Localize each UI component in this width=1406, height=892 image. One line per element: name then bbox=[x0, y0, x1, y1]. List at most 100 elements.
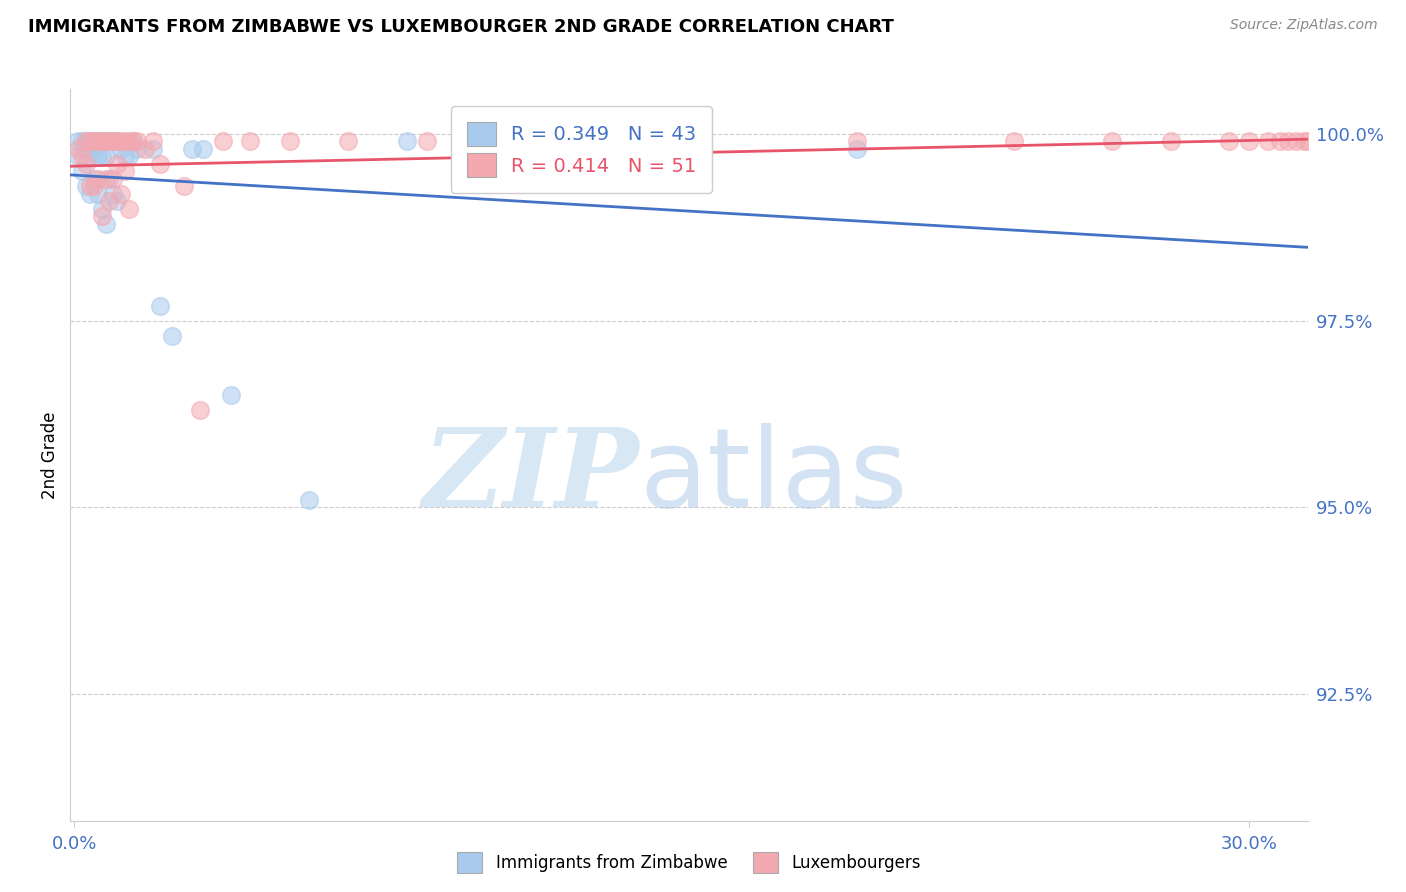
Text: IMMIGRANTS FROM ZIMBABWE VS LUXEMBOURGER 2ND GRADE CORRELATION CHART: IMMIGRANTS FROM ZIMBABWE VS LUXEMBOURGER… bbox=[28, 18, 894, 36]
Point bbox=[134, 142, 156, 156]
Point bbox=[118, 149, 141, 163]
Point bbox=[114, 149, 136, 163]
Point bbox=[1285, 135, 1308, 149]
Point bbox=[1277, 135, 1299, 149]
Point bbox=[110, 186, 132, 201]
Point bbox=[1257, 135, 1279, 149]
Point bbox=[79, 186, 101, 201]
Point bbox=[651, 135, 673, 149]
Point bbox=[125, 135, 148, 149]
Point bbox=[105, 135, 128, 149]
Point bbox=[86, 149, 108, 163]
Point bbox=[415, 135, 437, 149]
Point bbox=[70, 135, 93, 149]
Point bbox=[239, 135, 262, 149]
Point bbox=[103, 135, 125, 149]
Point bbox=[86, 135, 108, 149]
Point bbox=[79, 149, 101, 163]
Point bbox=[110, 135, 132, 149]
Point bbox=[122, 135, 145, 149]
Point bbox=[846, 135, 869, 149]
Point bbox=[83, 142, 105, 156]
Point bbox=[83, 171, 105, 186]
Y-axis label: 2nd Grade: 2nd Grade bbox=[41, 411, 59, 499]
Point bbox=[83, 135, 105, 149]
Point bbox=[114, 164, 136, 178]
Point bbox=[122, 135, 145, 149]
Point bbox=[572, 135, 595, 149]
Text: atlas: atlas bbox=[640, 424, 908, 531]
Point bbox=[298, 492, 321, 507]
Point bbox=[114, 135, 136, 149]
Point bbox=[846, 142, 869, 156]
Point bbox=[193, 142, 215, 156]
Point bbox=[70, 164, 93, 178]
Point bbox=[83, 179, 105, 194]
Point bbox=[212, 135, 235, 149]
Point bbox=[98, 135, 121, 149]
Point bbox=[75, 179, 97, 194]
Point bbox=[67, 135, 90, 149]
Point bbox=[98, 135, 121, 149]
Point bbox=[1101, 135, 1123, 149]
Point bbox=[141, 135, 163, 149]
Point bbox=[75, 135, 97, 149]
Point bbox=[98, 194, 121, 209]
Point bbox=[110, 142, 132, 156]
Point bbox=[219, 388, 242, 402]
Legend: Immigrants from Zimbabwe, Luxembourgers: Immigrants from Zimbabwe, Luxembourgers bbox=[451, 846, 927, 880]
Point bbox=[90, 135, 112, 149]
Point bbox=[90, 149, 112, 163]
Point bbox=[337, 135, 360, 149]
Point bbox=[90, 202, 112, 216]
Point bbox=[149, 157, 172, 171]
Point bbox=[103, 171, 125, 186]
Point bbox=[90, 209, 112, 223]
Point bbox=[173, 179, 195, 194]
Point bbox=[105, 194, 128, 209]
Point bbox=[98, 171, 121, 186]
Point bbox=[149, 299, 172, 313]
Point bbox=[105, 157, 128, 171]
Point bbox=[1218, 135, 1240, 149]
Point bbox=[94, 149, 117, 163]
Point bbox=[278, 135, 301, 149]
Point bbox=[86, 186, 108, 201]
Point bbox=[103, 135, 125, 149]
Point bbox=[90, 135, 112, 149]
Point bbox=[86, 135, 108, 149]
Point bbox=[125, 142, 148, 156]
Point bbox=[83, 135, 105, 149]
Point bbox=[1292, 135, 1315, 149]
Point bbox=[180, 142, 202, 156]
Point bbox=[1237, 135, 1260, 149]
Point bbox=[70, 149, 93, 163]
Point bbox=[141, 142, 163, 156]
Text: Source: ZipAtlas.com: Source: ZipAtlas.com bbox=[1230, 18, 1378, 32]
Point bbox=[94, 217, 117, 231]
Point bbox=[67, 142, 90, 156]
Point bbox=[75, 157, 97, 171]
Point bbox=[118, 135, 141, 149]
Point bbox=[79, 135, 101, 149]
Text: ZIP: ZIP bbox=[423, 423, 640, 531]
Point bbox=[94, 171, 117, 186]
Point bbox=[67, 149, 90, 163]
Point bbox=[1270, 135, 1292, 149]
Point bbox=[105, 135, 128, 149]
Point bbox=[94, 135, 117, 149]
Point bbox=[75, 142, 97, 156]
Point bbox=[160, 328, 183, 343]
Point bbox=[103, 186, 125, 201]
Point bbox=[86, 171, 108, 186]
Point bbox=[94, 135, 117, 149]
Point bbox=[79, 179, 101, 194]
Point bbox=[118, 202, 141, 216]
Point bbox=[1002, 135, 1025, 149]
Point bbox=[188, 403, 211, 417]
Legend: R = 0.349   N = 43, R = 0.414   N = 51: R = 0.349 N = 43, R = 0.414 N = 51 bbox=[451, 106, 713, 193]
Point bbox=[1160, 135, 1182, 149]
Point bbox=[79, 135, 101, 149]
Point bbox=[395, 135, 418, 149]
Point bbox=[1296, 135, 1319, 149]
